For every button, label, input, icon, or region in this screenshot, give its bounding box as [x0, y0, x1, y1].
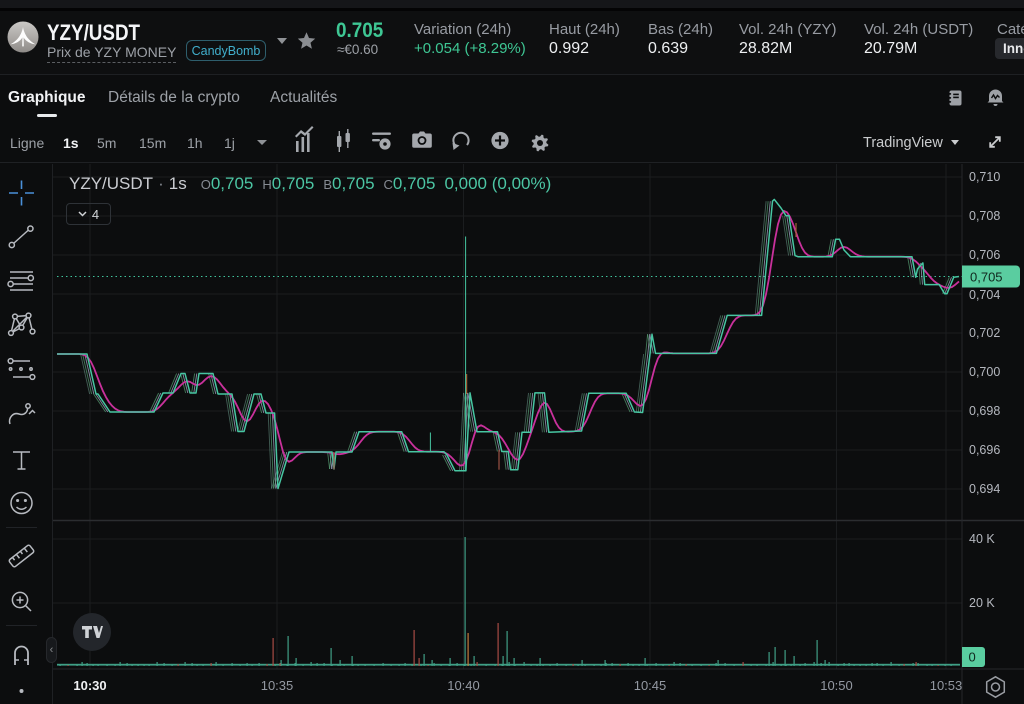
- svg-text:0,705: 0,705: [970, 270, 1003, 285]
- svg-text:20 K: 20 K: [969, 596, 995, 610]
- svg-text:0,694: 0,694: [969, 482, 1000, 496]
- svg-text:0,708: 0,708: [969, 209, 1000, 223]
- svg-text:0,704: 0,704: [969, 288, 1000, 302]
- svg-text:10:45: 10:45: [634, 678, 667, 693]
- svg-text:0,696: 0,696: [969, 443, 1000, 457]
- svg-text:0,698: 0,698: [969, 404, 1000, 418]
- svg-text:10:40: 10:40: [447, 678, 480, 693]
- svg-text:10:30: 10:30: [73, 678, 106, 693]
- svg-text:10:35: 10:35: [261, 678, 294, 693]
- svg-text:0,706: 0,706: [969, 248, 1000, 262]
- svg-text:0,710: 0,710: [969, 170, 1000, 184]
- svg-text:40 K: 40 K: [969, 532, 995, 546]
- svg-text:10:53: 10:53: [930, 678, 963, 693]
- svg-text:0: 0: [969, 650, 976, 665]
- svg-text:10:50: 10:50: [820, 678, 853, 693]
- svg-text:0,702: 0,702: [969, 326, 1000, 340]
- svg-text:0,700: 0,700: [969, 365, 1000, 379]
